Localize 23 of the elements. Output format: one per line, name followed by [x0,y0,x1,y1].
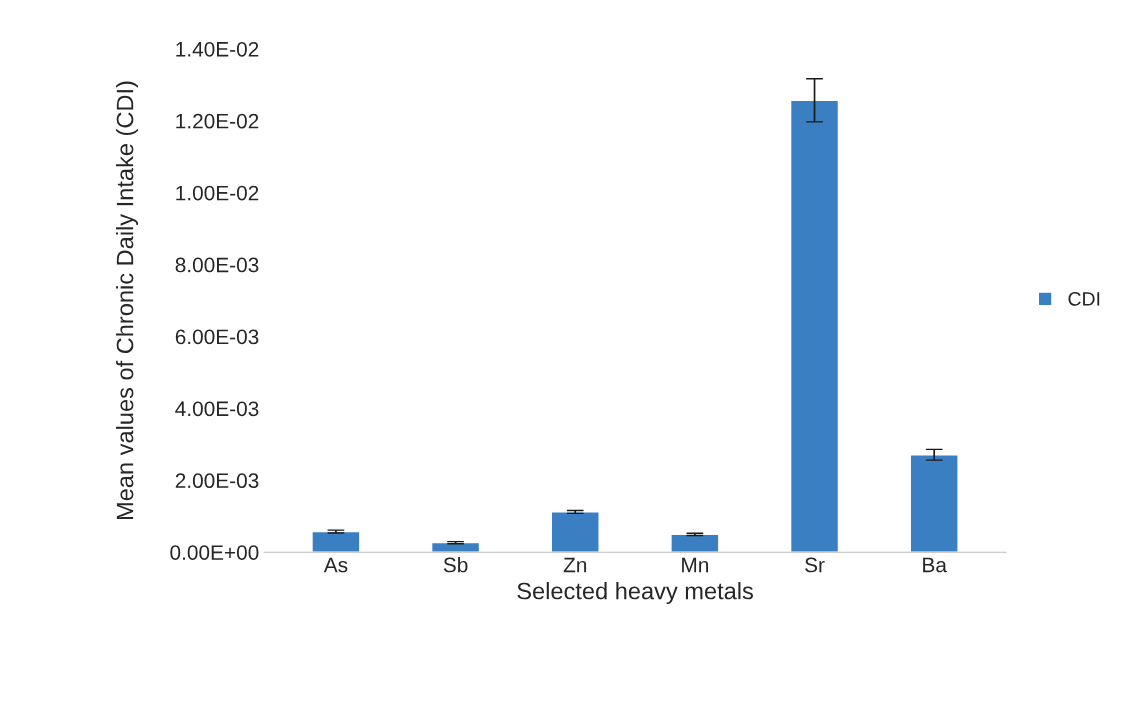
y-tick-label: 0.00E+00 [170,545,259,560]
bar [311,530,361,553]
bar [909,454,959,553]
bar [550,511,600,553]
x-tick-label: As [323,557,348,573]
x-tick-label: Zn [563,557,587,573]
bar [670,533,720,553]
x-tick-label: Sb [443,557,468,573]
y-axis-title: Mean values of Chronic Daily Intake (CDI) [116,81,139,520]
x-axis-title: Selected heavy metals [517,582,753,605]
y-tick-label: 1.20E-02 [176,113,259,129]
y-tick-label: 1.00E-02 [176,185,259,201]
y-tick-label: 2.00E-03 [175,473,259,489]
bar [789,99,840,553]
legend-label: CDI [1068,291,1100,306]
x-tick-label: Sr [805,557,825,573]
y-tick-label: 8.00E-03 [175,257,259,273]
bar [430,541,481,553]
x-tick-label: Mn [682,557,709,573]
y-tick-label: 6.00E-03 [175,329,259,345]
y-tick-label: 1.40E-02 [176,41,259,57]
x-tick-label: Ba [923,557,947,573]
y-tick-label: 4.00E-03 [175,401,259,417]
